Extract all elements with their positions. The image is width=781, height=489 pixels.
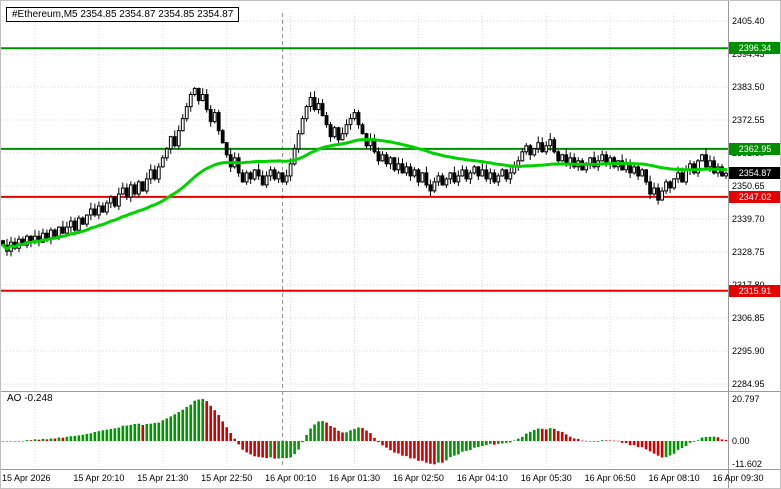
price-axis-label: 2350.65	[732, 180, 765, 191]
price-axis-label: 2405.40	[732, 15, 765, 26]
resistance-level-badge: 2362.95	[729, 142, 780, 155]
time-axis-label: 16 Apr 04:10	[456, 473, 508, 483]
price-axis-label: 2295.90	[732, 345, 765, 356]
ao-indicator-label: AO -0.248	[7, 393, 53, 404]
time-axis-label: 16 Apr 05:30	[520, 473, 572, 483]
price-axis-label: 2284.95	[732, 378, 765, 389]
time-axis-label: 16 Apr 01:30	[328, 473, 381, 483]
price-axis-label: 2328.75	[732, 246, 765, 257]
time-axis-label: 15 Apr 22:50	[201, 473, 253, 483]
ao-axis-label: 20.797	[732, 393, 760, 404]
time-axis-label: 16 Apr 00:10	[265, 473, 317, 483]
ao-axis-label: 0.00	[732, 436, 750, 446]
price-axis-label: 2306.85	[732, 312, 765, 323]
time-axis-label: 16 Apr 02:50	[392, 473, 444, 483]
price-axis-label: 2372.55	[732, 114, 765, 125]
current-price-badge: 2354.87	[729, 167, 780, 180]
resistance-level-badge: 2396.34	[729, 42, 780, 55]
support-level-badge: 2315.91	[729, 284, 780, 297]
price-axis-label: 2383.50	[732, 81, 765, 92]
symbol-ohlc-title: #Ethereum,M5 2354.85 2354.87 2354.85 235…	[6, 7, 240, 22]
time-axis-label: 15 Apr 21:30	[137, 473, 189, 483]
support-level-badge: 2347.02	[729, 190, 780, 203]
time-axis-label: 16 Apr 08:10	[648, 473, 700, 483]
time-axis-label: 16 Apr 06:50	[584, 473, 636, 483]
time-axis-label: 15 Apr 20:10	[73, 473, 125, 483]
time-axis-label: 16 Apr 09:30	[712, 473, 764, 483]
price-axis-label: 2339.70	[732, 213, 765, 224]
time-axis-label: 15 Apr 2026	[2, 473, 51, 483]
ao-axis-label: -11.602	[732, 459, 762, 470]
